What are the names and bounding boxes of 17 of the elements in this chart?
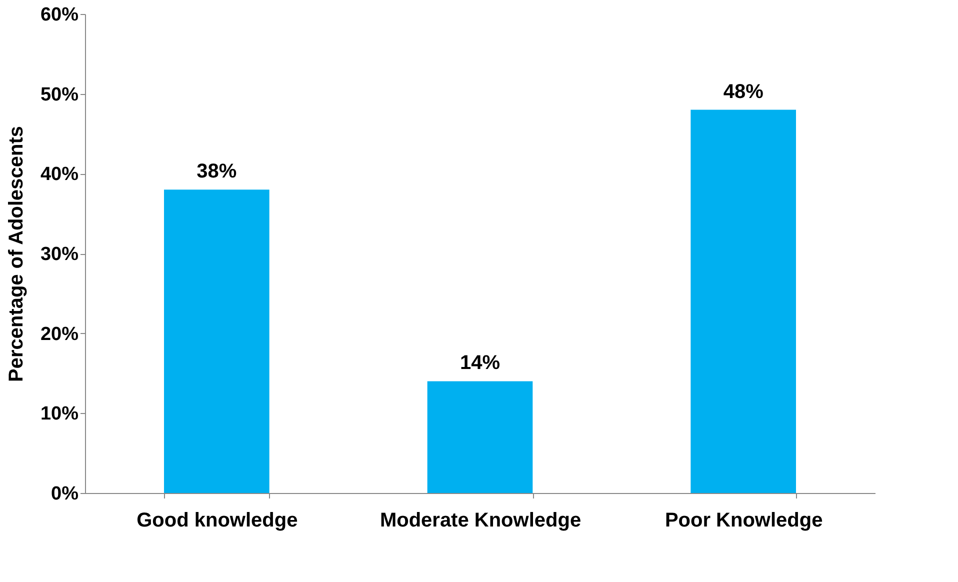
x-tick-label: Good knowledge — [136, 510, 298, 532]
x-tick-label: Poor Knowledge — [664, 510, 823, 532]
y-tick-label: 50% — [40, 84, 79, 106]
y-tick-label: 40% — [40, 164, 79, 186]
bar — [427, 381, 533, 493]
y-tick-label: 60% — [40, 4, 79, 26]
bar — [164, 190, 270, 493]
y-tick-label: 0% — [51, 484, 79, 504]
x-tick-label: Moderate Knowledge — [380, 510, 582, 532]
data-label: 38% — [196, 160, 237, 183]
data-label: 14% — [460, 352, 500, 374]
y-tick-label: 10% — [40, 404, 79, 425]
bar — [690, 110, 796, 493]
y-tick-label: 20% — [40, 324, 79, 345]
y-axis-title: Percentage of Adolescents — [5, 126, 28, 382]
y-tick-label: 30% — [40, 244, 79, 265]
data-label: 48% — [723, 80, 764, 103]
